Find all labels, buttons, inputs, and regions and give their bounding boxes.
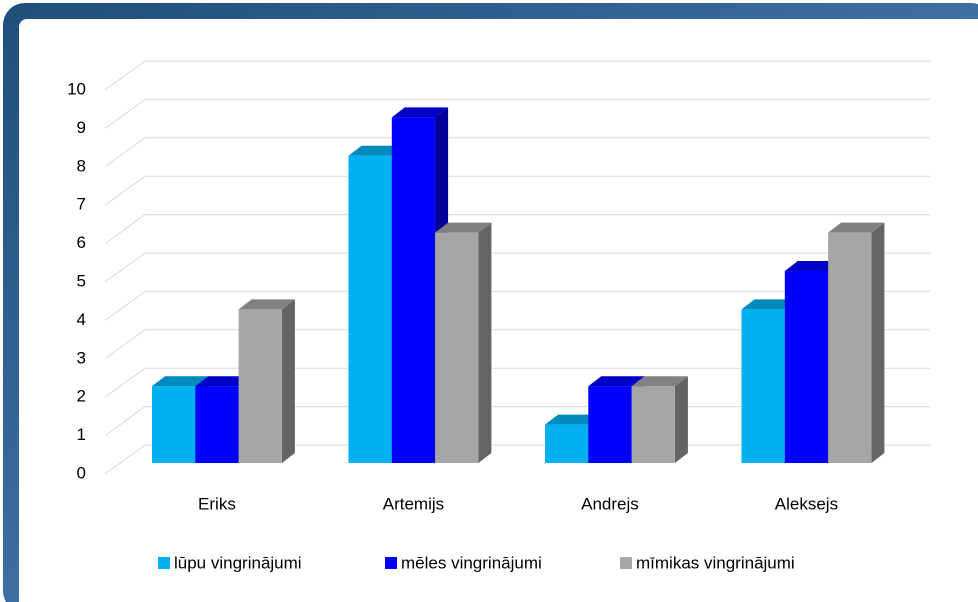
grid-line-side — [104, 329, 146, 360]
x-tick-label: Aleksejs — [775, 494, 838, 513]
y-tick-label: 9 — [77, 118, 86, 137]
y-tick-label: 0 — [77, 463, 86, 482]
bar-top — [195, 376, 252, 387]
legend-swatch — [620, 557, 632, 569]
y-tick-label: 6 — [77, 233, 86, 252]
grid-line-side — [104, 252, 146, 283]
x-tick-label: Artemijs — [383, 494, 444, 513]
bar-top — [828, 222, 885, 233]
y-tick-label: 8 — [77, 156, 86, 175]
bar — [435, 232, 479, 463]
bar-side — [674, 376, 688, 463]
grid-line-side — [104, 98, 146, 129]
bar — [152, 386, 196, 463]
bar — [195, 386, 239, 463]
legend-label: lūpu vingrinājumi — [174, 553, 302, 572]
grid-line-side — [104, 137, 146, 168]
bar-side — [871, 222, 885, 463]
grid-line-side — [104, 290, 146, 321]
x-tick-label: Andrejs — [581, 494, 639, 513]
bar-top — [741, 299, 798, 310]
bar-top — [588, 376, 645, 387]
bar — [828, 232, 872, 463]
grid-line-side — [104, 367, 146, 398]
x-tick-label: Eriks — [198, 494, 236, 513]
bar — [391, 117, 436, 464]
bar-top — [238, 299, 295, 310]
bar-top — [391, 107, 449, 118]
grid-line-side — [104, 60, 146, 91]
bar-top — [348, 145, 405, 156]
grid-line-side — [104, 175, 146, 206]
bar — [238, 309, 282, 463]
bar-top — [631, 376, 688, 387]
y-tick-label: 3 — [77, 348, 86, 367]
bar-top — [435, 222, 492, 233]
bar-side — [478, 222, 492, 463]
legend-swatch — [385, 557, 397, 569]
y-tick-label: 7 — [77, 195, 86, 214]
legend-label: mēles vingrinājumi — [401, 553, 542, 572]
legend-swatch — [158, 557, 170, 569]
bar — [545, 424, 589, 463]
bar — [348, 155, 392, 464]
bar-side — [281, 299, 295, 463]
bar-top — [784, 261, 842, 271]
bar — [741, 309, 785, 463]
bar — [631, 386, 675, 463]
grid-line-side — [104, 444, 146, 475]
bar-top — [545, 414, 602, 425]
bar — [588, 386, 632, 463]
y-tick-label: 5 — [77, 271, 86, 290]
y-tick-label: 10 — [67, 79, 86, 98]
grid-line-side — [104, 406, 146, 437]
bar-top — [152, 376, 209, 387]
grid-line-side — [104, 214, 146, 245]
y-tick-label: 2 — [77, 387, 86, 406]
plot: 0 1 2 3 4 5 6 7 8 9 10 Eriks Artemijs Andrejs Aleksejs… — [67, 60, 930, 572]
y-tick-label: 4 — [77, 310, 86, 329]
legend-label: mīmikas vingrinājumi — [636, 553, 795, 572]
y-tick-label: 1 — [77, 425, 86, 444]
bar — [784, 271, 829, 463]
